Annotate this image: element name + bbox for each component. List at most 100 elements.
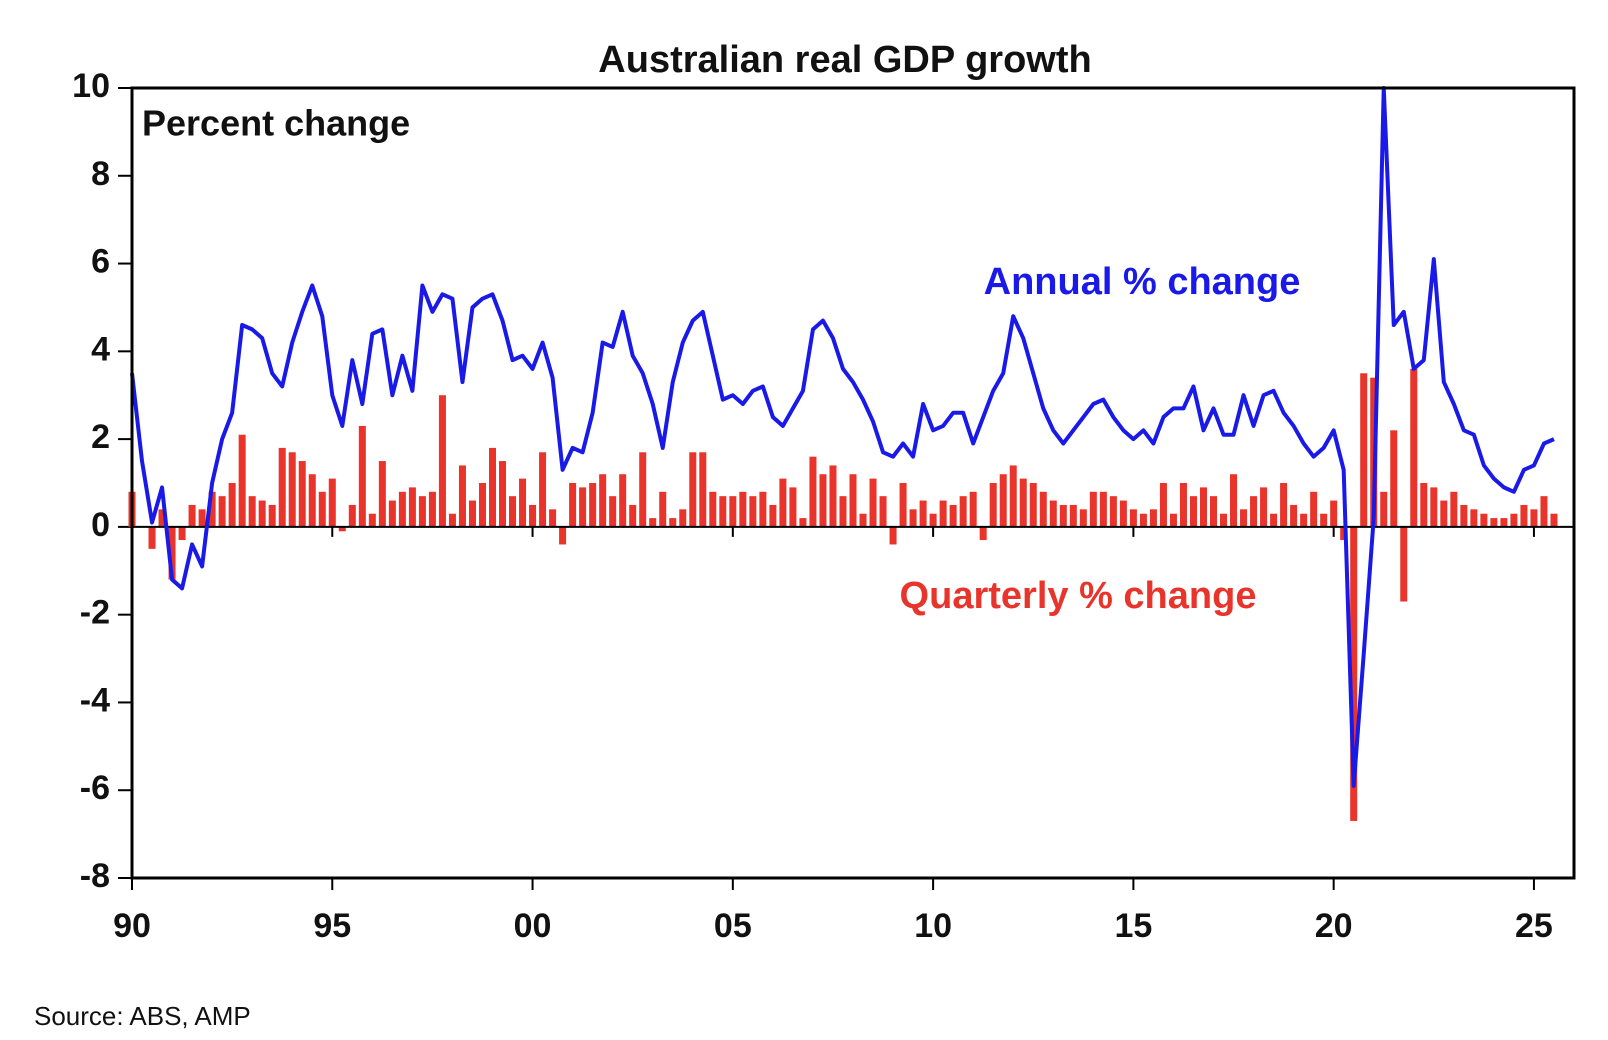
bar [769, 504, 777, 527]
bar [1540, 496, 1548, 527]
bar [218, 496, 226, 527]
y-tick-label: 6 [91, 243, 110, 281]
source: Source: ABS, AMP [34, 1001, 251, 1031]
bar [1059, 504, 1067, 527]
bar [1199, 487, 1207, 527]
bar [1129, 509, 1137, 527]
bar [1440, 500, 1448, 527]
x-tick-label: 00 [514, 907, 552, 945]
bar [358, 425, 366, 527]
bar [258, 500, 266, 527]
bar [1029, 483, 1037, 527]
bar [589, 483, 597, 527]
bar [1300, 513, 1308, 527]
bar [919, 500, 927, 527]
bar [448, 513, 456, 527]
bar [649, 518, 657, 527]
bar [1109, 496, 1117, 527]
bar [438, 395, 446, 527]
bar [739, 491, 747, 527]
bar [1380, 491, 1388, 527]
bar [989, 483, 997, 527]
bar [499, 461, 507, 527]
bar [549, 509, 557, 527]
y-tick-label: 2 [91, 418, 110, 456]
x-tick-label: 15 [1114, 907, 1152, 945]
bar [519, 478, 527, 527]
bar [1530, 509, 1538, 527]
bar [1149, 509, 1157, 527]
bar [1470, 509, 1478, 527]
bar [1350, 526, 1358, 821]
bar [759, 491, 767, 527]
bar [1460, 504, 1468, 527]
y-tick-label: -8 [80, 857, 110, 895]
bar [969, 491, 977, 527]
bar [1049, 500, 1057, 527]
bar [198, 509, 206, 527]
x-tick-label: 05 [714, 907, 752, 945]
y-tick-label: 4 [91, 330, 110, 368]
bar [1430, 487, 1438, 527]
bar [1009, 465, 1017, 527]
bar [659, 491, 667, 527]
y-tick-label: 0 [91, 506, 110, 544]
bar [1179, 483, 1187, 527]
bar [368, 513, 376, 527]
bar [699, 452, 707, 527]
bar [348, 504, 356, 527]
bar [178, 526, 186, 541]
bar [669, 518, 677, 527]
bar [619, 474, 627, 527]
bar [238, 434, 246, 527]
bar [298, 461, 306, 527]
bar [509, 496, 517, 527]
bar [1510, 513, 1518, 527]
bar [388, 500, 396, 527]
bar [1420, 483, 1428, 527]
bar [869, 478, 877, 527]
bar [1189, 496, 1197, 527]
bar [1390, 430, 1398, 527]
bar [1099, 491, 1107, 527]
bar [478, 483, 486, 527]
bar [1240, 509, 1248, 527]
bar [1450, 491, 1458, 527]
bar [288, 452, 296, 527]
bar [1270, 513, 1278, 527]
bar [1260, 487, 1268, 527]
bar [639, 452, 647, 527]
bar [268, 504, 276, 527]
bar [1310, 491, 1318, 527]
bar [278, 447, 286, 527]
bar [468, 500, 476, 527]
bar [158, 509, 166, 527]
bar [829, 465, 837, 527]
bar [609, 496, 617, 527]
bar [1220, 513, 1228, 527]
y-tick-label: 8 [91, 155, 110, 193]
bar [1230, 474, 1238, 527]
bar [1500, 518, 1508, 527]
bar [1490, 518, 1498, 527]
bar [559, 526, 567, 545]
bar [188, 504, 196, 527]
y-tick-label: -2 [80, 594, 110, 632]
bar [729, 496, 737, 527]
x-tick-label: 90 [113, 907, 151, 945]
bar [889, 526, 897, 545]
series-label: Annual % change [984, 261, 1301, 303]
bar [408, 487, 416, 527]
bar [308, 474, 316, 527]
y-tick-label: -4 [80, 681, 110, 719]
bar [1410, 368, 1418, 527]
x-tick-label: 10 [914, 907, 952, 945]
bar [599, 474, 607, 527]
x-tick-label: 95 [313, 907, 351, 945]
line [130, 86, 1555, 788]
bar [529, 504, 537, 527]
bar [569, 483, 577, 527]
bar [709, 491, 717, 527]
bar [909, 509, 917, 527]
